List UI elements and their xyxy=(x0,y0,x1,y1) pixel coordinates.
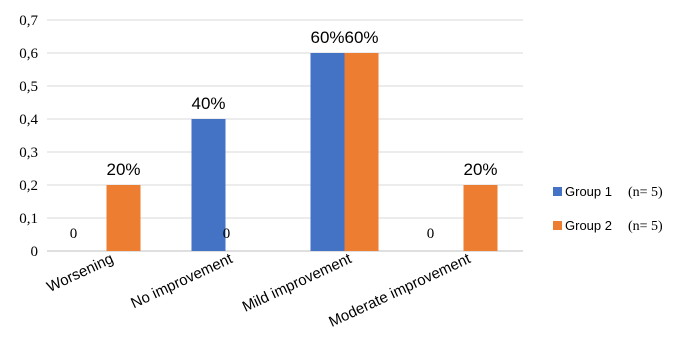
y-axis-ticks: 0 0,1 0,2 0,3 0,4 0,5 0,6 0,7 xyxy=(19,13,38,260)
data-label-zero: 0 xyxy=(70,226,78,242)
bars xyxy=(106,53,498,251)
bar-2 xyxy=(463,185,498,251)
legend-swatch xyxy=(553,221,562,230)
data-label-zero: 0 xyxy=(427,226,435,242)
legend: Group 1 (n= 5) Group 2 (n= 5) xyxy=(553,184,663,234)
data-label: 20% xyxy=(106,160,140,179)
y-tick-label: 0,5 xyxy=(19,79,38,95)
y-tick-label: 0,6 xyxy=(19,46,38,62)
bar-1 xyxy=(310,53,345,251)
legend-sample-size: (n= 5) xyxy=(628,185,663,200)
data-labels: 0 20% 40% 0 60% 60% 0 20% xyxy=(70,28,498,242)
data-label: 20% xyxy=(463,160,497,179)
data-label: 40% xyxy=(191,94,225,113)
x-category-label: Mild improvement xyxy=(240,250,355,316)
y-tick-label: 0 xyxy=(31,244,39,260)
legend-swatch xyxy=(553,187,562,196)
data-label: 60% xyxy=(310,28,344,47)
x-category-label: No improvement xyxy=(128,250,236,312)
x-axis-categories: Worsening No improvement Mild improvementM… xyxy=(44,250,474,331)
y-tick-label: 0,7 xyxy=(19,13,38,29)
y-tick-label: 0,3 xyxy=(19,145,38,161)
bar-2 xyxy=(106,185,141,251)
y-tick-label: 0,1 xyxy=(19,211,38,227)
legend-sample-size: (n= 5) xyxy=(628,219,663,234)
data-label: 60% xyxy=(344,28,378,47)
bar-2 xyxy=(344,53,379,251)
y-tick-label: 0,4 xyxy=(19,112,38,128)
y-tick-label: 0,2 xyxy=(19,178,38,194)
legend-label: Group 2 xyxy=(565,218,612,233)
legend-label: Group 1 xyxy=(565,184,612,199)
bar-1 xyxy=(191,119,226,251)
data-label-zero: 0 xyxy=(223,226,231,242)
x-category-label: Worsening xyxy=(44,250,116,296)
